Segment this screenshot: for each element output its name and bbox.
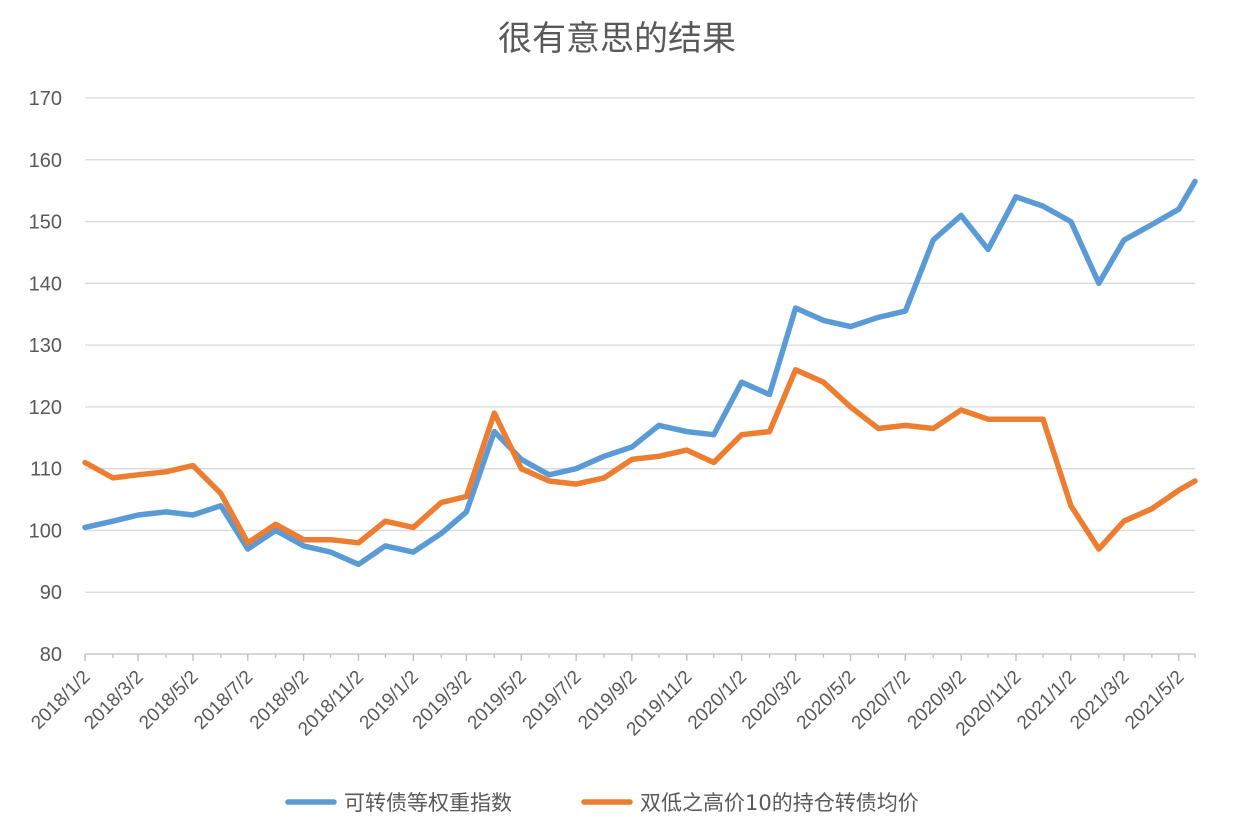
x-tick-label: 2020/5/2 [793,667,860,734]
y-tick-label: 120 [29,397,62,419]
gridlines [85,97,1195,593]
legend-label-1: 可转债等权重指数 [344,791,512,815]
y-tick-label: 160 [29,150,62,172]
y-tick-label: 140 [29,273,62,295]
x-tick-label: 2021/3/2 [1066,667,1133,734]
y-tick-label: 90 [40,582,62,604]
x-axis: 2018/1/22018/3/22018/5/22018/7/22018/9/2… [27,653,1196,740]
x-tick-label: 2018/7/2 [190,667,257,734]
y-tick-label: 110 [30,459,62,481]
x-tick-label: 2019/7/2 [519,667,586,734]
x-tick-label: 2020/3/2 [738,667,805,734]
x-tick-label: 2019/5/2 [464,667,531,734]
y-tick-label: 100 [29,520,62,542]
y-tick-label: 130 [29,335,62,357]
legend-label-2: 双低之高价10的持仓转债均价 [640,791,919,815]
series-line-2 [82,367,1198,552]
x-tick-label: 2020/7/2 [848,667,915,734]
y-axis-ticks: 80 90 100 110 120 130 140 150 160 170 [29,88,62,666]
legend: 可转债等权重指数 双低之高价10的持仓转债均价 [285,791,919,815]
x-tick-label: 2020/1/2 [684,667,751,734]
y-tick-label: 150 [29,212,62,234]
y-tick-label: 80 [40,644,62,666]
x-tick-label: 2018/3/2 [80,667,147,734]
y-tick-label: 170 [29,88,62,110]
x-tick-label: 2021/5/2 [1121,667,1188,734]
series-line-1 [82,178,1198,568]
chart-title: 很有意思的结果 [498,19,736,59]
x-tick-label: 2018/5/2 [135,667,202,734]
series-lines [82,178,1198,568]
x-tick-label: 2019/3/2 [409,667,476,734]
